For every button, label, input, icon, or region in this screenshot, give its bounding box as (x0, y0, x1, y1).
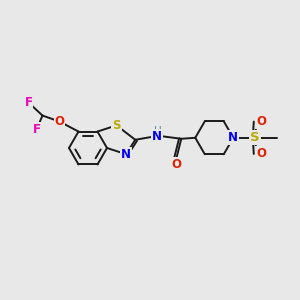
Text: O: O (55, 115, 64, 128)
Text: F: F (32, 123, 40, 136)
Text: N: N (152, 130, 162, 143)
Text: H: H (154, 126, 162, 136)
Text: O: O (171, 158, 181, 171)
Text: O: O (256, 147, 266, 160)
Text: N: N (121, 148, 131, 161)
Text: O: O (256, 115, 266, 128)
Text: S: S (112, 119, 121, 132)
Text: F: F (25, 96, 32, 109)
Text: N: N (228, 131, 238, 144)
Text: S: S (250, 131, 260, 144)
